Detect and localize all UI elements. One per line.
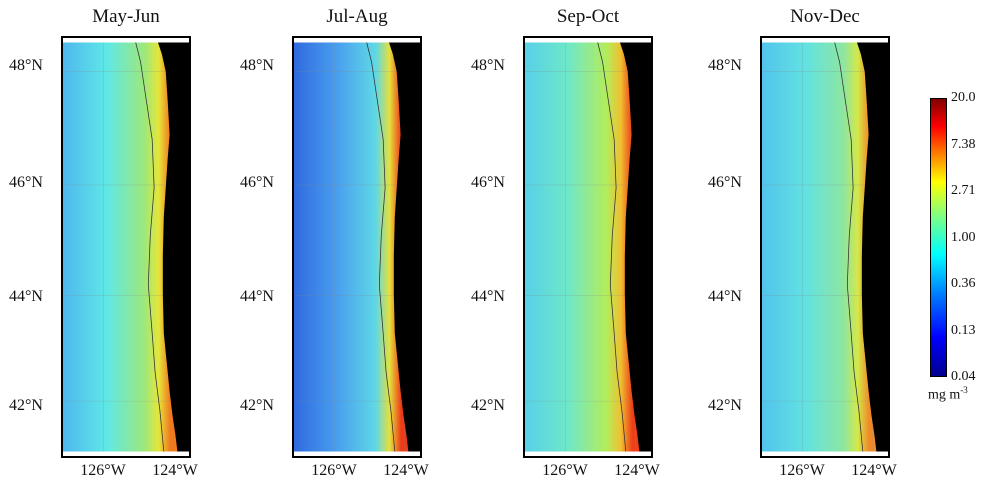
chlorophyll-map xyxy=(292,36,422,458)
panel-title: Jul-Aug xyxy=(326,6,388,27)
lon-tick-label: 124°W xyxy=(851,462,897,479)
lon-tick-label: 126°W xyxy=(311,462,357,479)
chlorophyll-map xyxy=(61,36,191,458)
panel-title: Nov-Dec xyxy=(790,6,860,27)
colorbar-tick-label: 7.38 xyxy=(951,136,976,152)
isobath-contour xyxy=(366,42,396,452)
land-mask xyxy=(856,42,888,452)
colorbar-tick-label: 2.71 xyxy=(951,183,976,198)
isobath-contour xyxy=(834,42,864,452)
chlorophyll-map xyxy=(760,36,890,458)
lat-tick-label: 48°N xyxy=(240,57,274,74)
isobath-contour xyxy=(135,42,165,452)
lat-tick-label: 44°N xyxy=(240,288,274,305)
map-panel-nov-dec: Nov-Dec 48°N 46°N 44°N 42°N 126°W 124°W xyxy=(708,6,897,479)
land-mask xyxy=(388,42,420,452)
colorbar-tick-label: 0.04 xyxy=(951,369,976,384)
lon-tick-label: 126°W xyxy=(779,462,825,479)
land-mask xyxy=(157,42,189,452)
lat-tick-label: 46°N xyxy=(708,174,742,191)
lat-tick-label: 48°N xyxy=(9,57,43,74)
map-panel-jul-aug: Jul-Aug 48°N 46°N 44°N 42°N 126°W 124°W xyxy=(240,6,429,479)
lon-tick-label: 124°W xyxy=(383,462,429,479)
lon-tick-label: 124°W xyxy=(614,462,660,479)
map-panel-may-jun: May-Jun 48°N 46°N 44°N 42°N 126°W 124°W xyxy=(9,6,198,479)
colorbar-unit: mg m-3 xyxy=(928,385,968,403)
colorbar-tick-label: 1.00 xyxy=(951,229,976,245)
panel-title: Sep-Oct xyxy=(556,6,620,27)
colorbar-tick-label: 0.13 xyxy=(951,322,976,338)
land-mask xyxy=(619,42,651,452)
lat-tick-label: 42°N xyxy=(471,397,505,414)
lon-tick-label: 124°W xyxy=(152,462,198,479)
lat-tick-label: 48°N xyxy=(708,57,742,74)
map-panel-sep-oct: Sep-Oct 48°N 46°N 44°N 42°N 126°W 124°W xyxy=(471,6,660,479)
lat-tick-label: 44°N xyxy=(9,288,43,305)
lon-tick-label: 126°W xyxy=(80,462,126,479)
lat-tick-label: 44°N xyxy=(708,288,742,305)
colorbar-tick-label: 20.0 xyxy=(951,90,976,105)
lat-tick-label: 44°N xyxy=(471,288,505,305)
lat-tick-label: 42°N xyxy=(708,397,742,414)
colorbar-tick-label: 0.36 xyxy=(951,276,976,291)
lat-tick-label: 46°N xyxy=(9,174,43,191)
chlorophyll-map xyxy=(523,36,653,458)
lat-tick-label: 42°N xyxy=(240,397,274,414)
panel-title: May-Jun xyxy=(92,6,160,27)
lat-tick-label: 46°N xyxy=(240,174,274,191)
colorbar xyxy=(930,98,947,377)
lat-tick-label: 46°N xyxy=(471,174,505,191)
isobath-contour xyxy=(597,42,627,452)
lat-tick-label: 42°N xyxy=(9,397,43,414)
lat-tick-label: 48°N xyxy=(471,57,505,74)
lon-tick-label: 126°W xyxy=(542,462,588,479)
